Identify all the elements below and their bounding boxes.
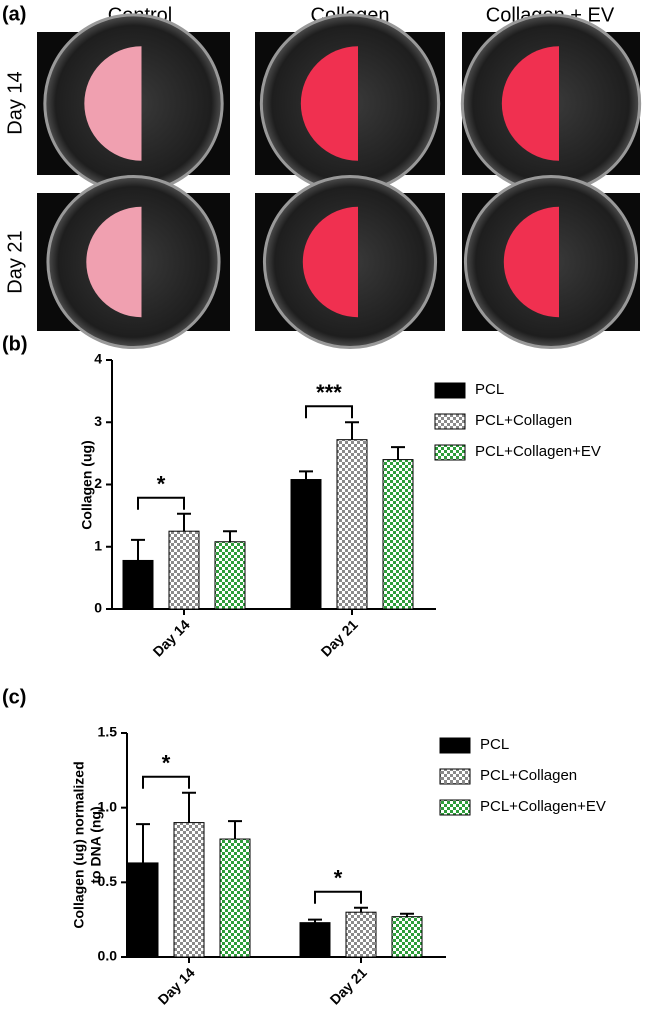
error-bar <box>131 538 145 561</box>
y-tick-label: 2 <box>94 475 102 491</box>
error-bar <box>345 421 359 440</box>
legend-swatch <box>434 444 466 461</box>
scaffold <box>503 206 559 318</box>
scaffold <box>86 206 142 318</box>
bar <box>345 911 377 958</box>
legend-swatch <box>434 382 466 399</box>
y-tick-label: 0 <box>94 600 102 616</box>
significance-label: * <box>162 751 171 776</box>
row-header: Day 21 <box>4 230 26 293</box>
significance-bracket <box>314 890 362 904</box>
significance-bracket <box>142 775 190 789</box>
error-bar <box>400 912 414 917</box>
y-tick-label: 1.5 <box>98 724 118 740</box>
y-tick-label: 0.5 <box>98 873 118 889</box>
legend-label: PCL+Collagen <box>480 767 577 784</box>
y-axis-label: Collagen (ug) <box>79 440 95 529</box>
y-tick-label: 4 <box>94 351 102 367</box>
x-tick-label: Day 21 <box>317 616 360 659</box>
legend-label: PCL+Collagen+EV <box>475 443 601 460</box>
y-tick-label: 1.0 <box>98 798 118 814</box>
error-bar <box>299 470 313 480</box>
scaffold <box>302 206 358 318</box>
bar <box>336 439 368 610</box>
legend-label: PCL <box>475 381 504 398</box>
panel-label: (a) <box>2 3 26 25</box>
significance-label: * <box>157 472 166 497</box>
bar <box>391 916 423 958</box>
bar <box>127 862 159 958</box>
bar <box>219 838 251 958</box>
scaffold <box>84 46 142 161</box>
error-bar <box>391 446 405 460</box>
legend-swatch <box>439 737 471 754</box>
significance-bracket <box>137 496 185 510</box>
row-header: Day 14 <box>4 71 26 134</box>
panel-label: (c) <box>2 686 26 708</box>
y-tick-label: 3 <box>94 413 102 429</box>
error-bar <box>308 918 322 923</box>
legend-swatch <box>434 413 466 430</box>
y-tick-label: 1 <box>94 537 102 553</box>
y-axis-label: Collagen (ug) normalized <box>71 761 87 928</box>
bar <box>168 530 200 610</box>
x-tick-label: Day 14 <box>149 616 192 659</box>
legend-swatch <box>439 768 471 785</box>
error-bar <box>182 791 196 823</box>
legend-label: PCL+Collagen <box>475 412 572 429</box>
bar <box>173 822 205 958</box>
scaffold <box>501 46 559 161</box>
error-bar <box>177 512 191 532</box>
significance-label: * <box>334 866 343 891</box>
legend-label: PCL <box>480 736 509 753</box>
bar <box>382 459 414 610</box>
panel-label: (b) <box>2 333 28 355</box>
legend-label: PCL+Collagen+EV <box>480 798 606 815</box>
bar <box>122 559 154 610</box>
legend-swatch <box>439 799 471 816</box>
significance-bracket <box>305 405 353 419</box>
y-axis-label: to DNA (ng) <box>88 806 104 883</box>
error-bar <box>223 530 237 542</box>
error-bar <box>136 823 150 863</box>
x-tick-label: Day 21 <box>326 964 369 1007</box>
bar <box>290 479 322 610</box>
x-tick-label: Day 14 <box>154 964 197 1007</box>
bar <box>299 922 331 958</box>
error-bar <box>354 906 368 913</box>
y-tick-label: 0.0 <box>98 948 118 964</box>
significance-label: *** <box>316 380 342 405</box>
error-bar <box>228 820 242 840</box>
bar <box>214 541 246 610</box>
scaffold <box>300 46 358 161</box>
